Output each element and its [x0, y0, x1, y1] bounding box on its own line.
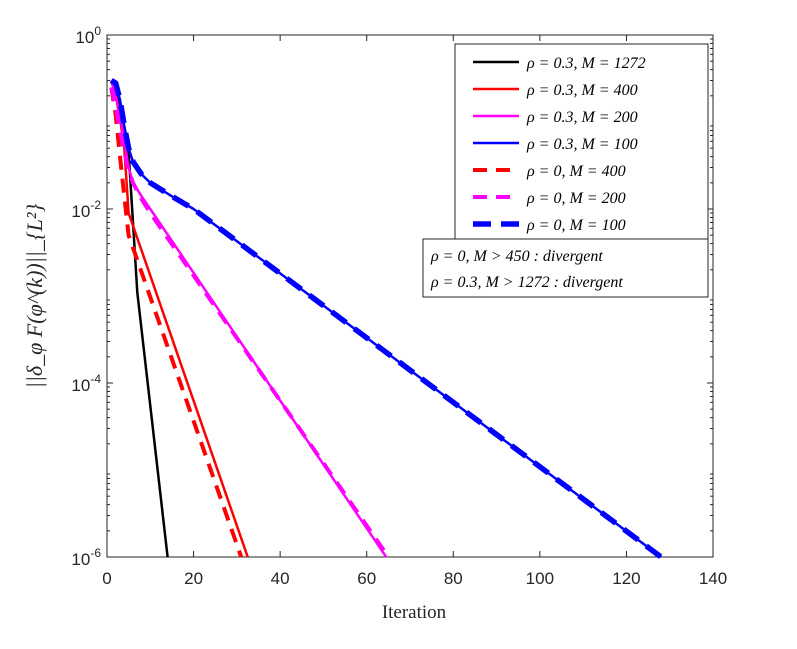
legend-label: ρ = 0.3, M = 100 [526, 136, 638, 153]
series-line-6 [109, 86, 391, 559]
legend-label: ρ = 0.3, M = 200 [526, 109, 638, 126]
x-tick-label: 140 [699, 569, 727, 588]
series-line-7 [109, 78, 663, 560]
x-tick-label: 60 [357, 569, 376, 588]
y-axis-label: ||δ_φ F(φ^(k))||_{L²} [22, 204, 47, 389]
legend-label: ρ = 0, M = 200 [526, 190, 626, 207]
legend: ρ = 0.3, M = 1272 ρ = 0.3, M = 400 ρ = 0.3… [454, 43, 709, 246]
y-tick-label: 10-4 [71, 372, 101, 395]
divergence-note: ρ = 0, M > 450 : divergent ρ = 0.3, M > 1… [422, 238, 709, 298]
x-tick-label: 80 [444, 569, 463, 588]
legend-box [454, 43, 709, 246]
x-tick-label: 120 [612, 569, 640, 588]
x-axis-label: Iteration [382, 602, 447, 623]
legend-label: ρ = 0, M = 100 [526, 217, 626, 234]
y-tick-label: 10-6 [71, 546, 101, 569]
x-tick-label: 100 [526, 569, 554, 588]
legend-label: ρ = 0.3, M = 1272 [526, 55, 646, 72]
tick-layer: 0 20 40 60 80 100 120 140 100 10-2 10-4 10-6 [71, 24, 727, 588]
x-tick-label: 20 [184, 569, 203, 588]
y-tick-label: 10-2 [71, 198, 101, 221]
x-tick-label: 0 [102, 569, 111, 588]
legend-label: ρ = 0, M = 400 [526, 163, 626, 180]
series-layer [109, 78, 663, 560]
note-box [422, 238, 709, 298]
note-line: ρ = 0.3, M > 1272 : divergent [430, 274, 623, 291]
legend-label: ρ = 0.3, M = 400 [526, 82, 638, 99]
note-line: ρ = 0, M > 450 : divergent [430, 248, 603, 265]
x-tick-label: 40 [271, 569, 290, 588]
y-tick-label: 100 [75, 24, 101, 47]
